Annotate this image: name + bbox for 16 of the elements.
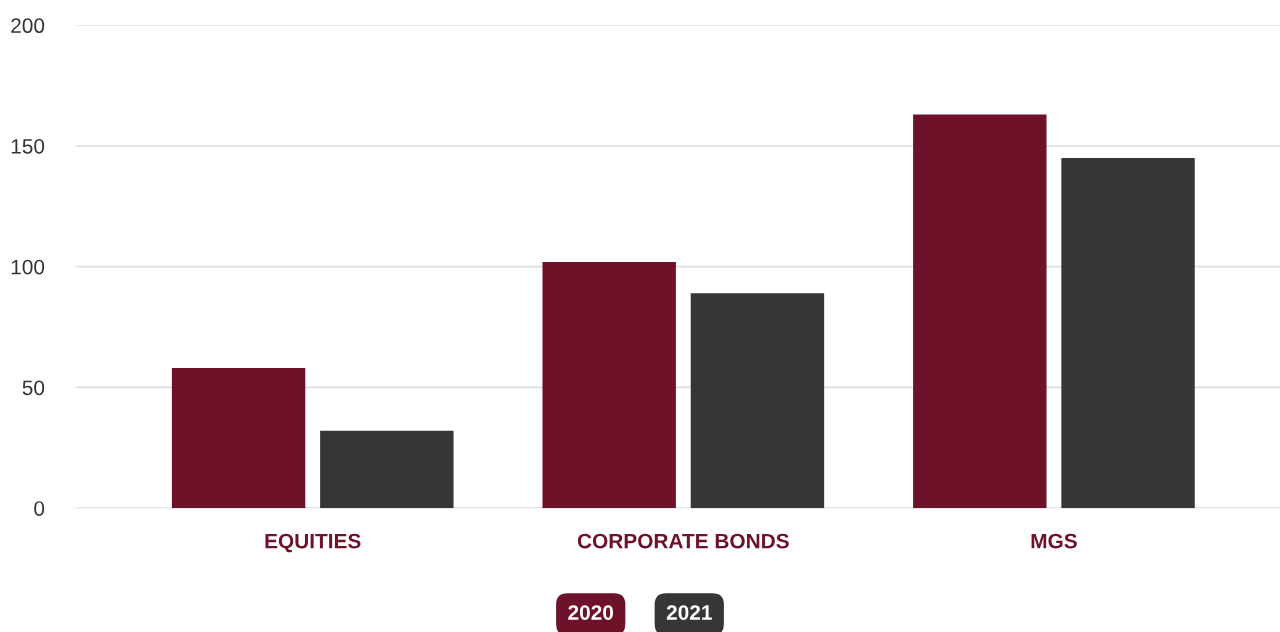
y-tick-label: 50: [22, 380, 45, 396]
y-tick-label: 100: [11, 259, 45, 275]
bar: [1061, 158, 1195, 509]
bar: [320, 430, 454, 509]
x-tick-label: EQUITIES: [265, 533, 361, 553]
text: 2021: [666, 605, 712, 620]
bar: [542, 261, 676, 509]
y-tick-label: 200: [11, 18, 45, 34]
bar: [690, 293, 825, 509]
x-tick-label: CORPORATE BONDS: [577, 533, 789, 549]
y-tick-label: 150: [11, 138, 45, 154]
x-tick-label: MGS: [1031, 533, 1077, 549]
bar: [171, 368, 306, 509]
y-tick-label: 0: [34, 501, 45, 516]
text: 2020: [568, 605, 614, 620]
bar: [913, 114, 1047, 509]
